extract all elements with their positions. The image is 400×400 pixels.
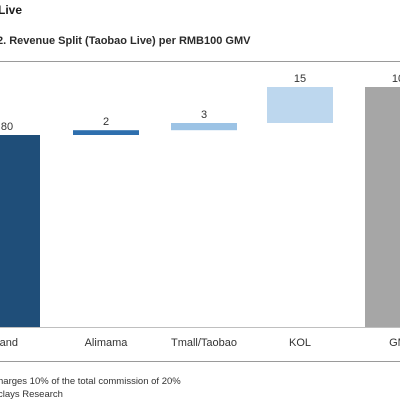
footnote-source: clays Research: [0, 389, 63, 400]
footnote-note: harges 10% of the total commission of 20…: [0, 376, 181, 387]
category-label: rand: [0, 337, 18, 349]
data-label: 15: [294, 73, 306, 85]
data-label: 80: [1, 121, 13, 133]
bar-rand: [0, 135, 40, 327]
category-label: Alimama: [85, 337, 129, 349]
bar-gm: [365, 87, 400, 327]
footnote-divider: [0, 361, 400, 362]
data-label: 2: [103, 116, 109, 128]
bar-tmall-taobao: [171, 123, 237, 131]
title-divider: [0, 61, 400, 62]
bar-alimama: [73, 130, 139, 135]
chart-title: 2. Revenue Split (Taobao Live) per RMB10…: [0, 35, 251, 47]
data-label: 10: [392, 73, 400, 85]
bar-kol: [267, 87, 333, 123]
category-label: GM: [389, 337, 400, 349]
category-label: KOL: [289, 337, 311, 349]
section-title: Live: [0, 3, 23, 17]
category-label: Tmall/Taobao: [171, 337, 237, 349]
data-label: 3: [201, 109, 207, 121]
